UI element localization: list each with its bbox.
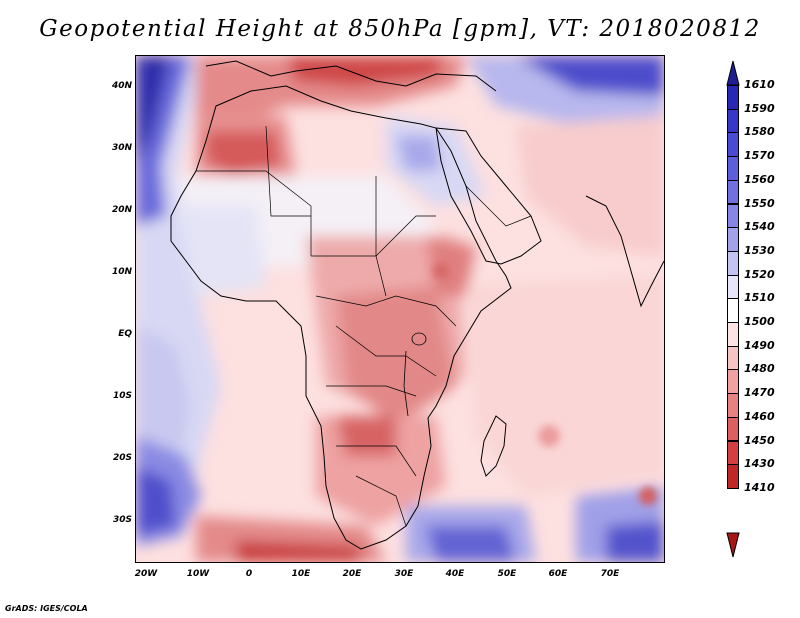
lon-label: 10W	[186, 569, 210, 579]
lon-label: 30E	[394, 569, 414, 579]
lat-label: 30N	[111, 143, 132, 153]
colorbar-swatch	[727, 108, 739, 134]
colorbar-level-label: 1570	[744, 149, 775, 163]
colorbar-level-label: 1540	[744, 220, 775, 234]
lon-label: 60E	[548, 569, 568, 579]
colorbar-level-label: 1430	[744, 457, 775, 471]
colorbar-level-label: 1450	[744, 433, 775, 447]
europe-coastline	[205, 60, 497, 92]
colorbar-swatch	[727, 132, 739, 158]
africa-coastline	[170, 85, 512, 550]
colorbar-swatch	[727, 298, 739, 323]
lat-label: 30S	[112, 515, 132, 525]
colorbar-swatch	[727, 393, 739, 418]
colorbar-bottom-arrow	[726, 532, 740, 558]
colorbar-level-label: 1480	[744, 362, 775, 376]
colorbar-level-label: 1460	[744, 409, 775, 423]
lat-label: 40N	[111, 81, 132, 91]
lakes	[403, 332, 427, 417]
map-panel	[135, 55, 665, 563]
colorbar-level-label: 1560	[744, 172, 775, 186]
lon-label: 20W	[134, 569, 158, 579]
colorbar-swatch	[727, 416, 739, 442]
country-borders	[196, 125, 532, 527]
local-lows	[433, 263, 657, 505]
colorbar-level-label: 1410	[744, 480, 775, 494]
map-title: Geopotential Height at 850hPa [gpm], VT:…	[39, 16, 761, 42]
colorbar-swatch	[727, 345, 739, 371]
lon-label: 50E	[497, 569, 517, 579]
colorbar-level-label: 1530	[744, 243, 775, 257]
colorbar-swatch	[727, 322, 739, 347]
colorbar-swatch	[727, 203, 739, 229]
colorbar-swatch	[727, 156, 739, 181]
colorbar-level-label: 1510	[744, 291, 775, 305]
colorbar-swatch	[727, 274, 739, 300]
colorbar-level-label: 1580	[744, 125, 775, 139]
colorbar-swatch	[727, 369, 739, 395]
arabia-coastline	[435, 127, 542, 265]
colorbar-swatch	[727, 440, 739, 466]
colorbar-top-arrow	[726, 60, 740, 86]
height-field	[136, 56, 664, 562]
colorbar-swatch	[727, 179, 739, 205]
credit-label: GrADS: IGES/COLA	[5, 604, 88, 613]
colorbar-level-label: 1470	[744, 386, 775, 400]
colorbar-swatch	[727, 464, 739, 489]
colorbar-swatch	[727, 85, 739, 110]
lat-label: 20S	[112, 453, 132, 463]
lon-label: 40E	[445, 569, 465, 579]
lat-label: 10S	[112, 391, 132, 401]
lat-label: 10N	[111, 267, 132, 277]
madagascar-outline	[480, 415, 507, 477]
lon-label: 0	[245, 569, 253, 579]
colorbar-level-label: 1610	[744, 78, 775, 91]
colorbar-level-label: 1590	[744, 101, 775, 115]
lat-label: 20N	[111, 205, 132, 215]
lon-label: 20E	[342, 569, 362, 579]
lat-label: EQ	[118, 329, 132, 339]
lon-label: 70E	[600, 569, 620, 579]
colorbar-level-label: 1490	[744, 338, 775, 352]
colorbar-level-label: 1550	[744, 196, 775, 210]
colorbar-swatch	[727, 250, 739, 276]
lon-label: 10E	[291, 569, 311, 579]
india-coastline	[585, 195, 664, 308]
colorbar-swatch	[727, 227, 739, 252]
colorbar-level-label: 1520	[744, 267, 775, 281]
colorbar-level-label: 1500	[744, 315, 775, 328]
